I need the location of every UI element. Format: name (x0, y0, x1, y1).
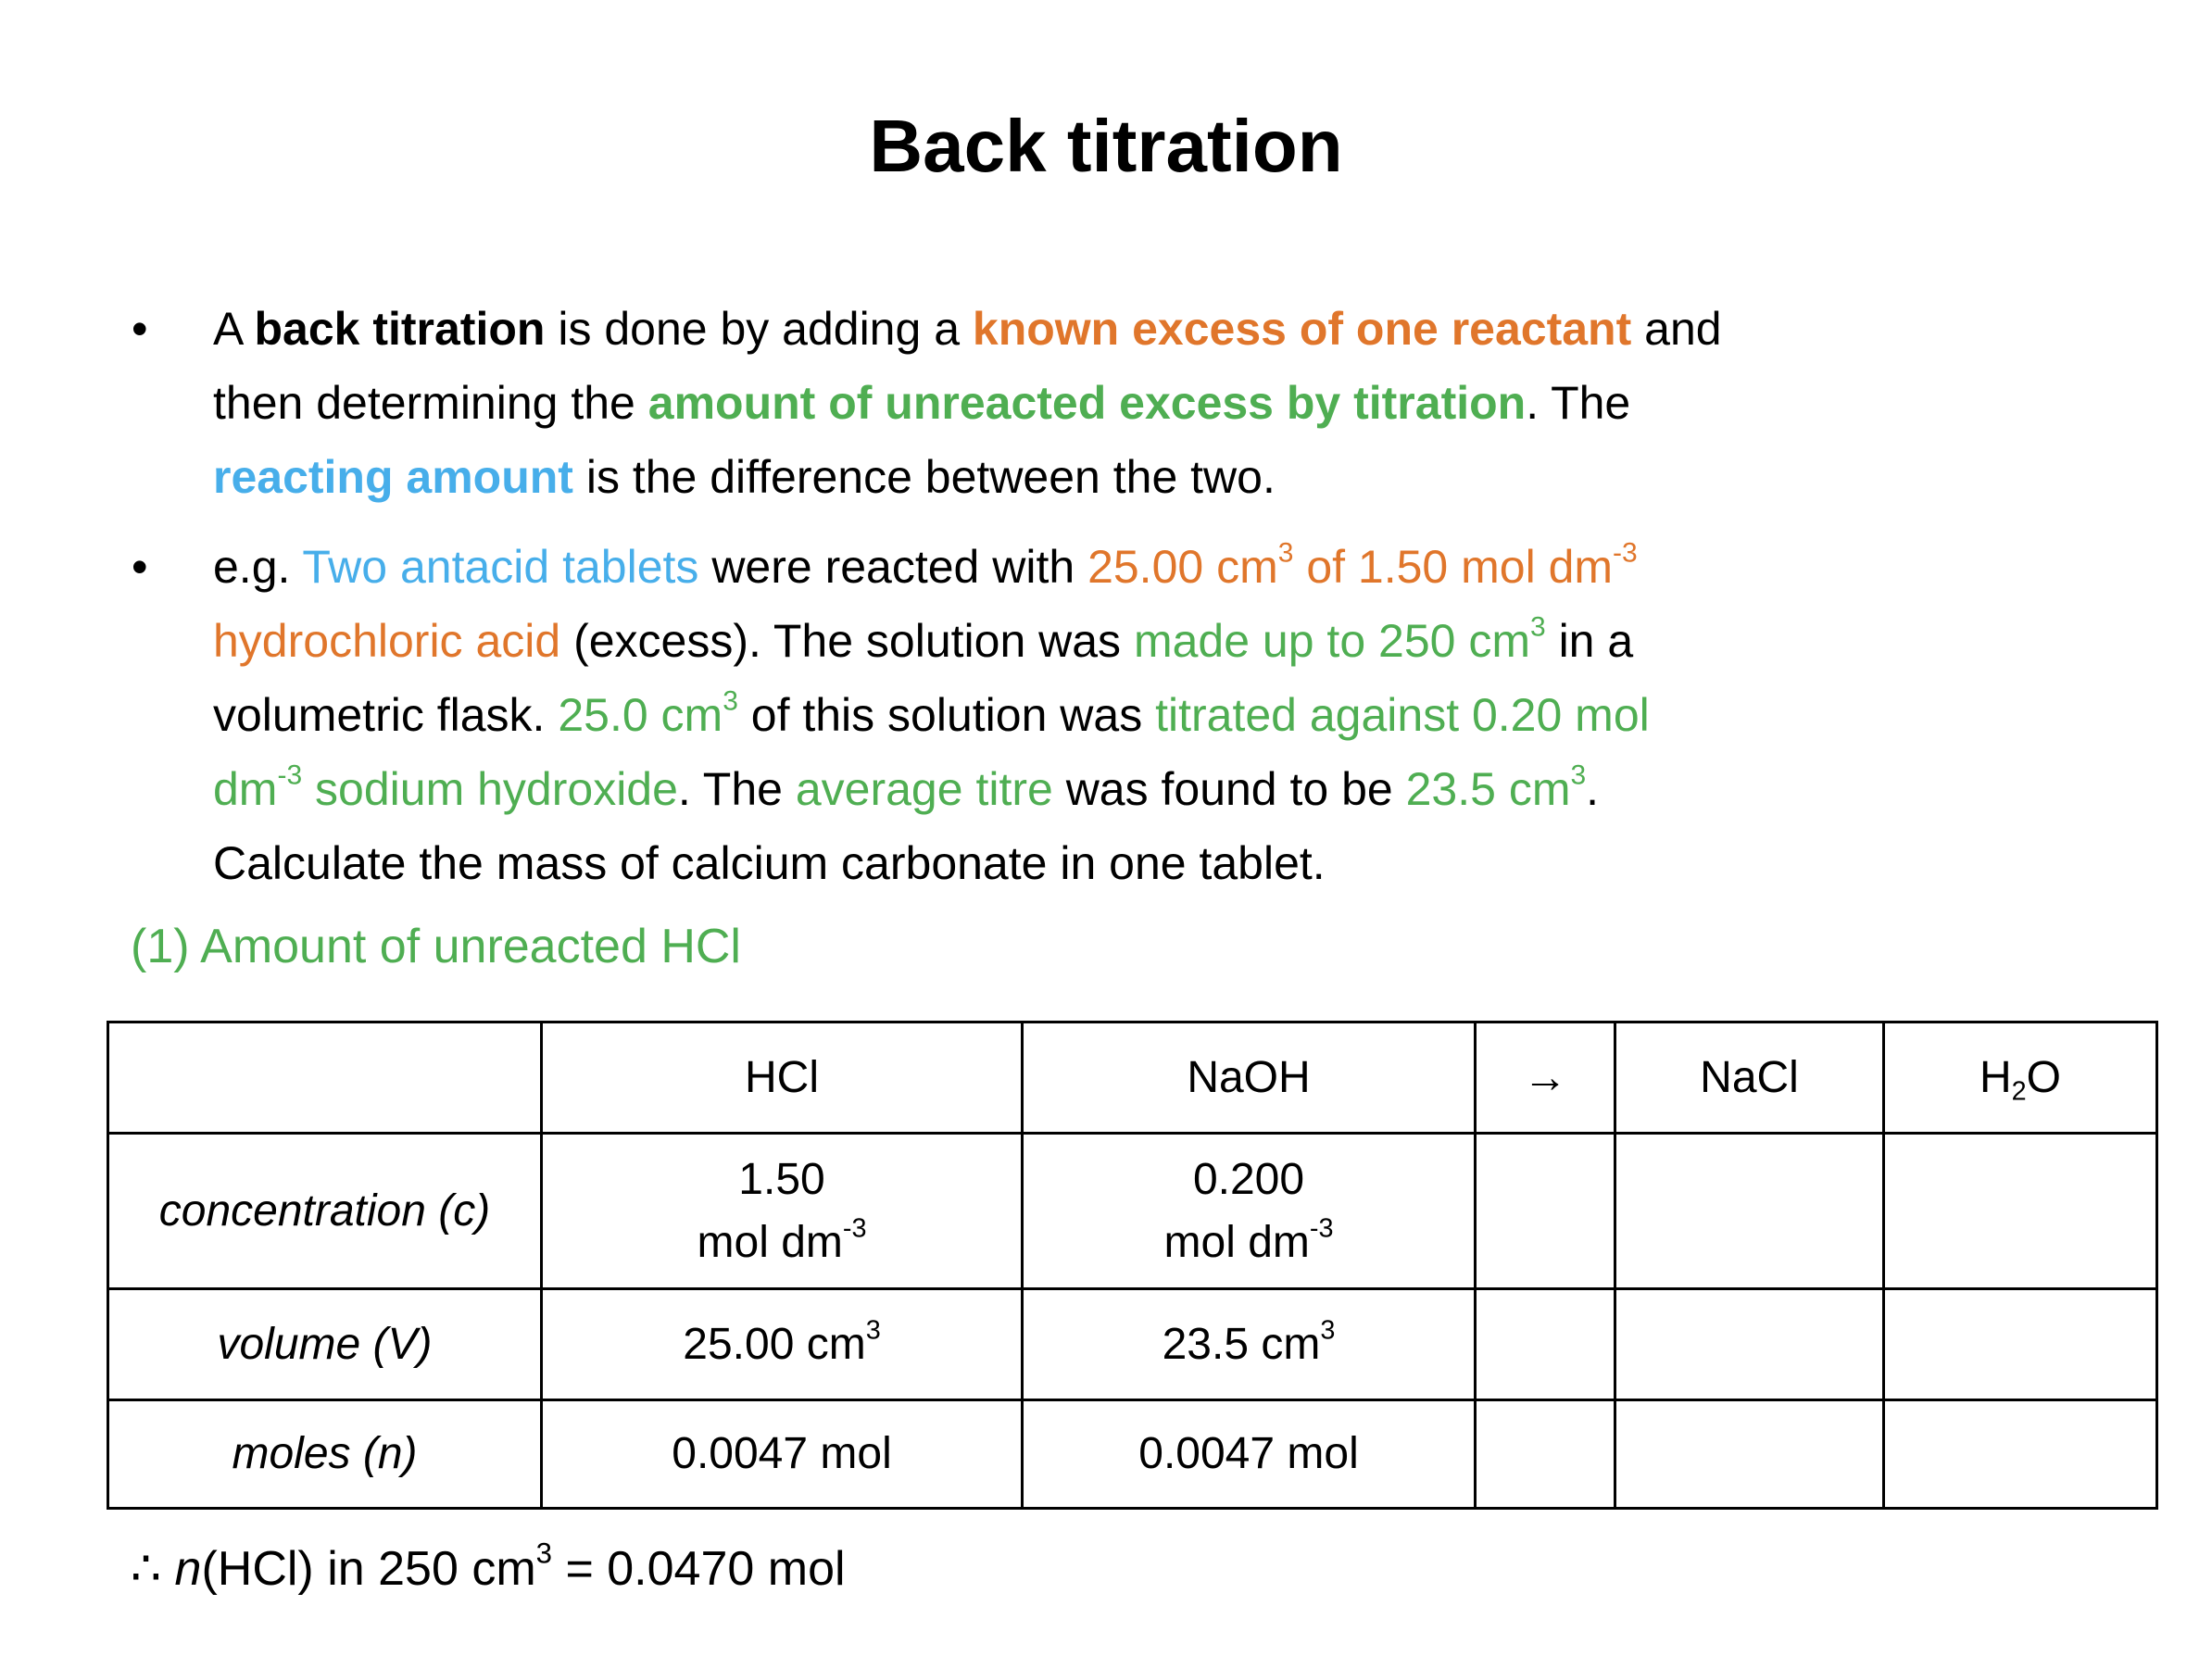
superscript: 3 (535, 1537, 552, 1570)
text-line: A back titration is done by adding a kno… (213, 292, 1722, 366)
table-row: concentration (c) 1.50 mol dm-3 0.200 mol … (107, 1132, 2158, 1290)
highlight: made up to 250 cm (1133, 615, 1530, 667)
empty-cell (1882, 1399, 2158, 1510)
text: were reacted with (698, 541, 1088, 593)
text-line: Calculate the mass of calcium carbonate … (213, 826, 1650, 900)
cell-hcl-volume: 25.00 cm3 (540, 1287, 1024, 1401)
bullet-icon: • (132, 303, 148, 355)
empty-cell (1614, 1399, 1885, 1510)
text: (excess). The solution was (560, 615, 1134, 667)
highlight-reacting-amount: reacting amount (213, 451, 573, 503)
text: Calculate the mass of calcium carbonate … (213, 837, 1326, 889)
therefore-icon: ∴ (131, 1542, 175, 1596)
cell-naoh-moles: 0.0047 mol (1021, 1399, 1477, 1510)
conclusion-line: ∴ n(HCl) in 250 cm3 = 0.0470 mol (131, 1539, 846, 1597)
header-cell-nacl: NaCl (1614, 1021, 1885, 1135)
text: . (1586, 763, 1600, 815)
highlight: 25.0 cm (558, 689, 723, 741)
text: and (1631, 303, 1722, 355)
superscript: -3 (277, 759, 303, 791)
table-row: volume (V) 25.00 cm3 23.5 cm3 (107, 1287, 2158, 1401)
superscript: -3 (1613, 537, 1638, 569)
empty-cell (1614, 1287, 1885, 1401)
header-cell-empty (107, 1021, 543, 1135)
empty-cell (1882, 1132, 2158, 1290)
unit: mol dm (1163, 1217, 1310, 1267)
empty-cell (1882, 1287, 2158, 1401)
text-line: reacting amount is the difference betwee… (213, 440, 1722, 514)
text: of this solution was (737, 689, 1156, 741)
empty-cell (1614, 1132, 1885, 1290)
cell-naoh-concentration: 0.200 mol dm-3 (1021, 1132, 1477, 1290)
table-row: moles (n) 0.0047 mol 0.0047 mol (107, 1399, 2158, 1510)
bullet-definition: • A back titration is done by adding a k… (132, 292, 1722, 514)
text: A (213, 303, 255, 355)
text: is done by adding a (545, 303, 973, 355)
cell-hcl-concentration: 1.50 mol dm-3 (540, 1132, 1024, 1290)
text: was found to be (1052, 763, 1406, 815)
text: = 0.0470 mol (552, 1542, 846, 1596)
highlight: average titre (795, 763, 1053, 815)
text: (HCl) in 250 cm (201, 1542, 536, 1596)
term-back-titration: back titration (254, 303, 546, 355)
superscript: 3 (1529, 611, 1546, 643)
highlight: sodium hydroxide (302, 763, 678, 815)
empty-cell (1474, 1287, 1616, 1401)
highlight: 25.00 cm (1087, 541, 1278, 593)
bullet-example: • e.g. Two antacid tablets were reacted … (132, 530, 1650, 900)
unit: mol dm (697, 1217, 843, 1267)
table-header-row: HCl NaOH → NaCl H2O (107, 1021, 2158, 1135)
superscript: -3 (842, 1212, 867, 1243)
superscript: 3 (1277, 537, 1294, 569)
row-label: moles (n) (107, 1399, 543, 1510)
text: O (2026, 1052, 2062, 1102)
text: . The (677, 763, 796, 815)
superscript: 3 (723, 685, 738, 717)
value: 25.00 cm (683, 1319, 866, 1369)
cell-naoh-volume: 23.5 cm3 (1021, 1287, 1477, 1401)
titration-table: HCl NaOH → NaCl H2O concentration (c) 1.… (107, 1021, 2158, 1510)
highlight: titrated against 0.20 mol (1155, 689, 1650, 741)
text-line: e.g. Two antacid tablets were reacted wi… (213, 530, 1650, 604)
highlight: dm (213, 763, 278, 815)
highlight: of 1.50 mol dm (1293, 541, 1614, 593)
bullet-icon: • (132, 541, 148, 593)
highlight: hydrochloric acid (213, 615, 561, 667)
empty-cell (1474, 1399, 1616, 1510)
highlight-known-excess: known excess of one reactant (972, 303, 1632, 355)
highlight: Two antacid tablets (302, 541, 699, 593)
text: n (174, 1542, 202, 1596)
text: e.g. (213, 541, 303, 593)
superscript: 3 (1320, 1314, 1336, 1345)
cell-hcl-moles: 0.0047 mol (540, 1399, 1024, 1510)
value: 0.200 (1192, 1154, 1305, 1204)
slide-title: Back titration (869, 105, 1343, 187)
arrow-icon: → (1474, 1021, 1616, 1135)
section-heading: (1) Amount of unreacted HCl (131, 920, 741, 973)
row-label: concentration (c) (107, 1132, 543, 1290)
value: 1.50 (738, 1154, 825, 1204)
text-line: then determining the amount of unreacted… (213, 366, 1722, 440)
highlight-unreacted-excess: amount of unreacted excess by titration (647, 377, 1527, 429)
value: 23.5 cm (1162, 1319, 1321, 1369)
superscript: 3 (865, 1314, 881, 1345)
row-label: volume (V) (107, 1287, 543, 1401)
text: volumetric flask. (213, 689, 559, 741)
empty-cell (1474, 1132, 1616, 1290)
highlight: 23.5 cm (1405, 763, 1571, 815)
text: then determining the (213, 377, 648, 429)
superscript: -3 (1309, 1212, 1334, 1243)
text-line: hydrochloric acid (excess). The solution… (213, 604, 1650, 678)
text-line: dm-3 sodium hydroxide. The average titre… (213, 752, 1650, 826)
text-line: volumetric flask. 25.0 cm3 of this solut… (213, 678, 1650, 752)
text: . The (1526, 377, 1631, 429)
subscript: 2 (2011, 1076, 2027, 1107)
header-cell-naoh: NaOH (1021, 1021, 1477, 1135)
header-cell-h2o: H2O (1882, 1021, 2158, 1135)
text: H (1979, 1052, 2012, 1102)
header-cell-hcl: HCl (540, 1021, 1024, 1135)
superscript: 3 (1570, 759, 1587, 791)
text: in a (1545, 615, 1634, 667)
text: is the difference between the two. (572, 451, 1276, 503)
